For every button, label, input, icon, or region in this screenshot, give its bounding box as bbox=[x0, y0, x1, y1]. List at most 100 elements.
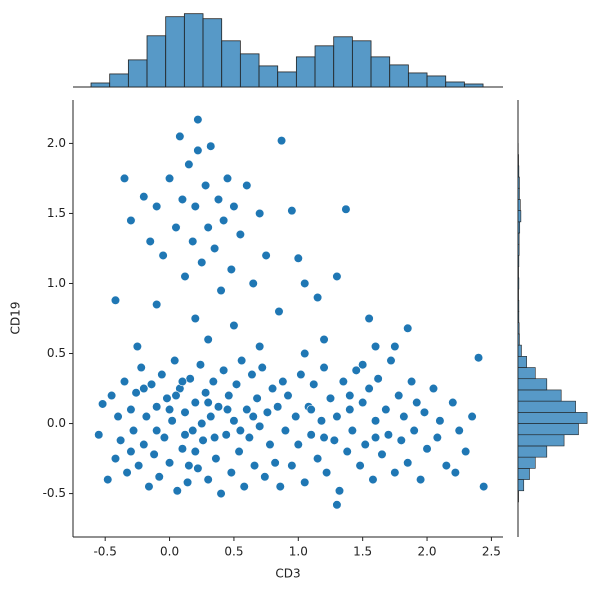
point bbox=[399, 411, 409, 422]
point bbox=[203, 334, 213, 345]
point bbox=[235, 229, 245, 240]
point bbox=[396, 435, 406, 445]
point bbox=[300, 348, 310, 359]
point bbox=[432, 432, 442, 443]
point bbox=[368, 474, 378, 485]
point bbox=[370, 341, 381, 352]
point bbox=[197, 257, 207, 268]
point bbox=[280, 425, 291, 436]
hist-bar bbox=[517, 378, 548, 391]
hist-bar bbox=[407, 72, 428, 88]
point bbox=[193, 145, 203, 156]
point bbox=[139, 383, 149, 394]
point bbox=[113, 411, 123, 422]
point bbox=[364, 383, 374, 394]
point bbox=[276, 136, 287, 146]
point bbox=[338, 376, 348, 387]
point bbox=[358, 360, 368, 370]
point bbox=[206, 141, 216, 151]
point bbox=[185, 374, 195, 384]
y-tick-label: 2.0 bbox=[47, 136, 66, 150]
hist-bar bbox=[389, 64, 409, 88]
point bbox=[332, 271, 342, 282]
x-tick-label: 0.0 bbox=[160, 545, 179, 559]
point bbox=[351, 365, 361, 375]
point bbox=[448, 397, 458, 408]
point bbox=[313, 453, 323, 464]
point bbox=[152, 299, 162, 310]
point bbox=[229, 320, 239, 331]
hist-bar bbox=[370, 56, 391, 88]
point bbox=[278, 376, 288, 387]
y-tick-label: 1.5 bbox=[47, 206, 66, 220]
point bbox=[182, 477, 193, 487]
point bbox=[94, 430, 104, 440]
hist-bar bbox=[109, 73, 129, 88]
point bbox=[201, 388, 211, 398]
point bbox=[195, 360, 206, 370]
point bbox=[224, 390, 234, 401]
hist-bar bbox=[333, 36, 353, 88]
point bbox=[164, 404, 175, 415]
point bbox=[164, 458, 175, 468]
point bbox=[231, 379, 242, 389]
point bbox=[170, 355, 180, 366]
hist-bar bbox=[351, 40, 372, 88]
point bbox=[247, 369, 257, 380]
point bbox=[383, 430, 394, 440]
point bbox=[334, 486, 345, 496]
point bbox=[152, 201, 162, 212]
hist-bar bbox=[517, 221, 521, 234]
point bbox=[416, 474, 426, 485]
point bbox=[149, 449, 159, 459]
hist-bar bbox=[258, 65, 279, 88]
point bbox=[235, 425, 245, 436]
point bbox=[381, 404, 391, 415]
point bbox=[180, 271, 190, 282]
point bbox=[275, 481, 285, 492]
hist-bar bbox=[517, 154, 519, 167]
y-tick-label: -0.5 bbox=[43, 486, 66, 500]
point bbox=[175, 131, 185, 142]
point bbox=[479, 481, 489, 492]
point bbox=[190, 201, 200, 212]
point bbox=[188, 236, 198, 247]
point bbox=[242, 404, 252, 415]
point bbox=[119, 376, 130, 387]
hist-bar bbox=[517, 389, 562, 402]
point bbox=[193, 115, 203, 125]
point bbox=[300, 477, 310, 487]
point bbox=[403, 458, 413, 468]
hist-bar bbox=[202, 18, 223, 88]
point bbox=[154, 472, 164, 482]
point bbox=[342, 446, 352, 457]
point bbox=[203, 474, 213, 485]
point bbox=[221, 430, 231, 440]
point bbox=[345, 390, 355, 401]
point bbox=[222, 404, 233, 415]
point bbox=[201, 180, 211, 191]
point bbox=[131, 388, 141, 398]
hist-bar bbox=[517, 176, 520, 189]
point bbox=[213, 402, 224, 412]
point bbox=[273, 402, 283, 412]
point bbox=[239, 481, 249, 492]
point bbox=[265, 439, 275, 450]
point bbox=[244, 432, 254, 443]
point bbox=[219, 215, 229, 226]
point bbox=[211, 453, 221, 464]
x-axis-label: CD3 bbox=[275, 567, 300, 581]
hist-bar bbox=[517, 412, 588, 424]
hist-bar bbox=[426, 75, 447, 88]
hist-bar bbox=[517, 344, 522, 357]
point bbox=[164, 173, 175, 184]
point bbox=[454, 425, 464, 436]
point bbox=[210, 432, 220, 443]
point bbox=[394, 390, 404, 401]
point bbox=[122, 467, 132, 478]
x-tick-label: 1.0 bbox=[289, 545, 308, 559]
y-tick-label: 0.5 bbox=[47, 346, 66, 360]
point bbox=[219, 365, 229, 375]
point bbox=[180, 430, 190, 440]
point bbox=[296, 369, 306, 380]
